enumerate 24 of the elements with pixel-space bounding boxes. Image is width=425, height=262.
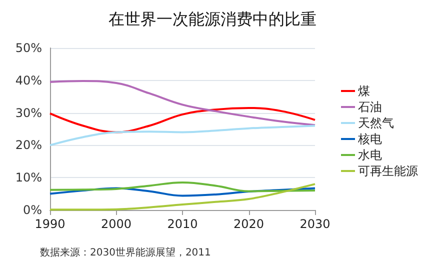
x-tick-label: 1990 bbox=[34, 217, 66, 231]
legend-label: 水电 bbox=[358, 148, 382, 162]
line-series bbox=[49, 106, 316, 134]
x-tick-label: 2030 bbox=[300, 217, 330, 231]
y-tick-label: 0% bbox=[22, 203, 42, 217]
y-tick-label: 40% bbox=[15, 73, 42, 88]
y-tick-label: 20% bbox=[15, 138, 42, 152]
line-series bbox=[49, 124, 316, 146]
legend-label: 煤 bbox=[358, 84, 370, 98]
y-tick-label: 30% bbox=[15, 106, 42, 120]
legend-label: 可再生能源 bbox=[358, 164, 418, 178]
x-tick-label: 2000 bbox=[100, 217, 132, 231]
legend-label: 天然气 bbox=[358, 116, 394, 130]
y-tick-label: 10% bbox=[15, 170, 42, 185]
legend-label: 石油 bbox=[358, 100, 382, 114]
legend-label: 核电 bbox=[357, 132, 382, 146]
line-series bbox=[49, 181, 316, 192]
source-note: 数据来源：2030世界能源展望，2011 bbox=[40, 246, 211, 258]
x-tick-label: 2010 bbox=[167, 217, 198, 231]
y-tick-label: 50% bbox=[15, 41, 42, 55]
line-series bbox=[49, 80, 316, 126]
chart-title: 在世界一次能源消费中的比重 bbox=[108, 10, 316, 28]
x-tick-label: 2020 bbox=[233, 217, 264, 231]
line-series bbox=[49, 187, 316, 197]
